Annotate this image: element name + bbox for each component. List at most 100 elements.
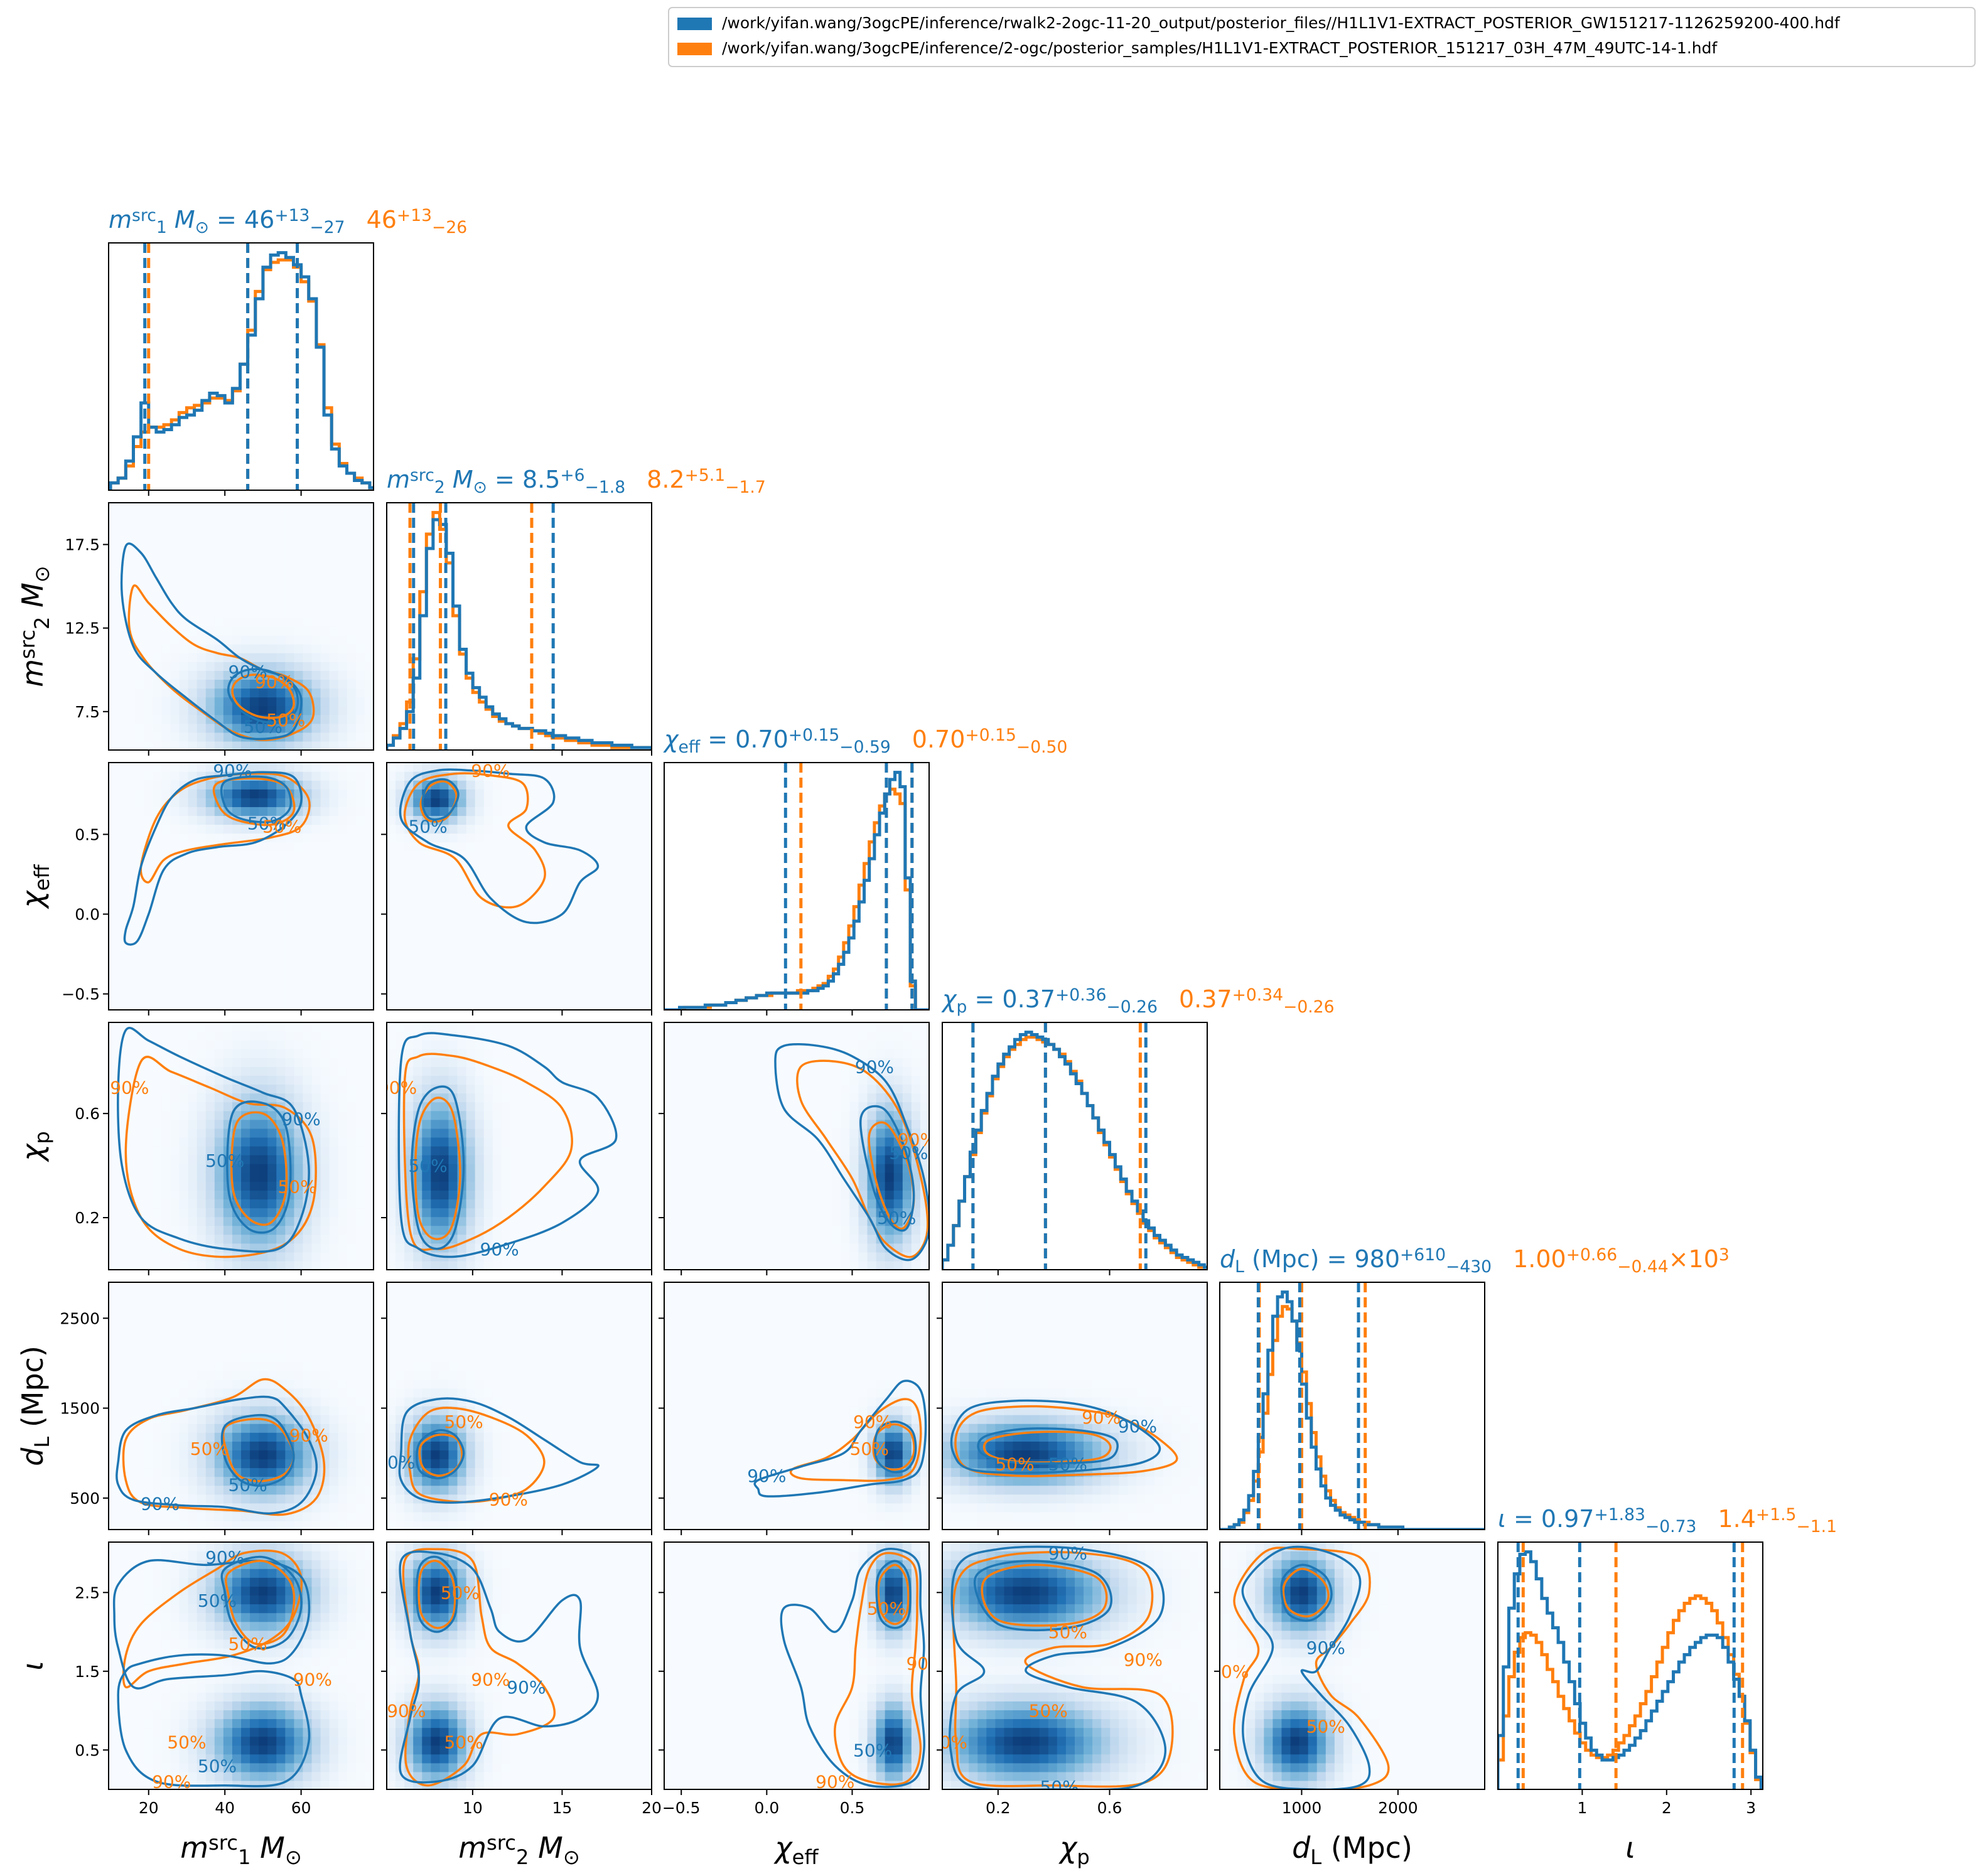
density-cell xyxy=(223,705,233,716)
density-cell xyxy=(153,1049,162,1058)
density-cell xyxy=(205,939,215,949)
density-cell xyxy=(355,1137,365,1147)
density-cell xyxy=(563,1137,573,1147)
density-cell xyxy=(778,1190,788,1200)
density-cell xyxy=(466,1155,476,1164)
density-cell xyxy=(276,1155,286,1164)
density-cell xyxy=(664,1093,674,1103)
density-cell xyxy=(223,512,233,521)
density-cell xyxy=(607,1243,617,1253)
density-cell xyxy=(329,895,339,904)
density-cell xyxy=(752,1216,762,1226)
density-cell xyxy=(457,877,467,887)
density-cell xyxy=(126,815,136,825)
density-cell xyxy=(320,868,330,878)
density-cell xyxy=(329,948,339,958)
density-cell xyxy=(778,1199,788,1209)
density-cell xyxy=(797,1243,806,1253)
density-cell xyxy=(563,957,573,967)
density-cell xyxy=(699,1216,709,1226)
density-cell xyxy=(761,1146,771,1155)
density-cell xyxy=(117,1243,127,1253)
density-cell xyxy=(144,1146,153,1155)
density-cell xyxy=(355,1022,365,1032)
density-cell xyxy=(347,1190,357,1200)
density-cell xyxy=(607,798,617,807)
density-cell xyxy=(232,833,242,843)
density-cell xyxy=(625,992,635,1002)
density-cell xyxy=(743,1066,753,1076)
density-cell xyxy=(492,1190,502,1200)
density-cell xyxy=(311,877,321,887)
density-cell xyxy=(743,1110,753,1120)
density-cell xyxy=(823,1128,832,1138)
density-cell xyxy=(144,1252,153,1262)
density-cell xyxy=(501,957,511,967)
density-cell xyxy=(770,1022,780,1032)
density-cell xyxy=(267,1040,277,1049)
density-cell xyxy=(563,992,573,1002)
density-cell xyxy=(633,807,643,817)
density-cell xyxy=(841,1199,850,1209)
density-cell xyxy=(726,1181,736,1191)
density-cell xyxy=(267,798,277,807)
density-cell xyxy=(849,1110,859,1120)
density-cell xyxy=(196,859,207,869)
density-cell xyxy=(188,1181,198,1191)
density-cell xyxy=(205,763,215,772)
density-cell xyxy=(153,904,162,913)
density-cell xyxy=(832,1110,841,1120)
density-cell xyxy=(387,780,396,790)
density-cell xyxy=(329,877,339,887)
density-cell xyxy=(439,859,449,869)
density-cell xyxy=(528,1031,537,1041)
density-cell xyxy=(347,895,357,904)
density-cell xyxy=(303,512,313,521)
density-cell xyxy=(734,1137,745,1147)
density-cell xyxy=(223,1031,233,1041)
density-cell xyxy=(726,1146,736,1155)
density-cell xyxy=(673,1110,682,1120)
density-cell xyxy=(109,1155,118,1164)
density-cell xyxy=(347,780,357,790)
density-cell xyxy=(232,850,242,860)
density-cell xyxy=(422,877,431,887)
density-cell xyxy=(267,529,277,539)
density-cell xyxy=(153,948,162,958)
density-cell xyxy=(188,688,198,698)
density-cell xyxy=(126,798,136,807)
density-cell xyxy=(528,1208,537,1218)
density-cell xyxy=(546,948,555,958)
density-cell xyxy=(259,635,268,645)
density-cell xyxy=(708,1110,718,1120)
density-cell xyxy=(196,608,207,618)
density-cell xyxy=(537,1110,546,1120)
density-cell xyxy=(797,1137,806,1147)
density-cell xyxy=(161,930,171,940)
density-cell xyxy=(510,1000,520,1010)
density-cell xyxy=(144,529,153,539)
density-cell xyxy=(607,948,617,958)
density-cell xyxy=(787,1190,797,1200)
density-cell xyxy=(144,1093,153,1103)
density-cell xyxy=(126,1066,136,1076)
density-cell xyxy=(109,957,118,967)
density-cell xyxy=(528,1000,537,1010)
density-cell xyxy=(364,1199,374,1209)
density-cell xyxy=(431,1172,440,1182)
density-cell xyxy=(823,1243,832,1253)
density-cell xyxy=(347,547,357,557)
density-cell xyxy=(188,807,198,817)
density-cell xyxy=(510,1243,520,1253)
density-cell xyxy=(528,992,537,1002)
density-cell xyxy=(241,930,250,940)
density-cell xyxy=(188,974,198,984)
density-cell xyxy=(232,608,242,618)
density-cell xyxy=(413,886,422,896)
density-cell xyxy=(439,1199,449,1209)
density-cell xyxy=(276,582,286,592)
density-cell xyxy=(422,921,431,931)
density-cell xyxy=(395,939,405,949)
density-cell xyxy=(170,859,180,869)
density-cell xyxy=(492,1164,502,1173)
